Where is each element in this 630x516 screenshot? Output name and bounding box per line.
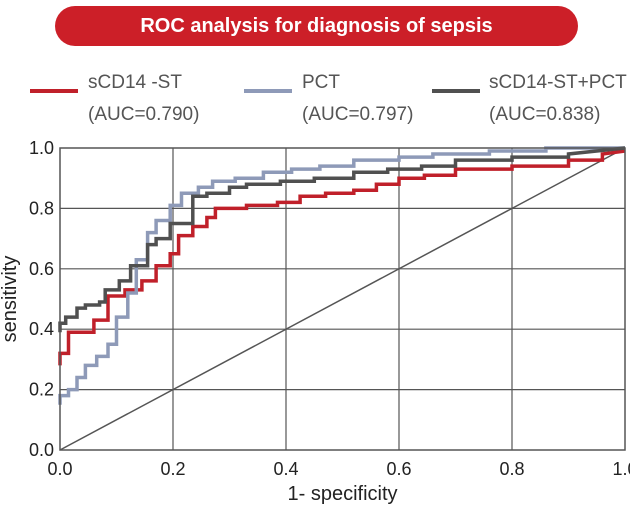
series-line-scd14-st: [58, 149, 626, 366]
y-tick-label: 1.0: [29, 138, 54, 158]
legend-auc-combined: (AUC=0.838): [489, 104, 601, 125]
y-tick-label: 0.6: [29, 259, 54, 279]
legend-swatch-combined: [432, 89, 480, 93]
series-line-pct: [58, 146, 625, 405]
legend-name-combined: sCD14-ST+PCT: [489, 72, 627, 93]
legend-name-scd14-st: sCD14 -ST: [88, 72, 182, 93]
reference-layer: [59, 147, 626, 451]
y-tick-label: 0.8: [29, 198, 54, 218]
legend-swatch-scd14-st: [30, 89, 78, 93]
grid-layer: [60, 148, 625, 450]
x-tick-label: 0.6: [386, 459, 411, 479]
y-tick-label: 0.2: [29, 380, 54, 400]
legend-auc-pct: (AUC=0.797): [302, 104, 414, 125]
x-tick-label: 0.0: [47, 459, 72, 479]
x-tick-label: 1.0: [612, 459, 630, 479]
legend-label-pct: PCT (AUC=0.797): [302, 72, 413, 126]
x-tick-label: 0.8: [499, 459, 524, 479]
plot-frame: [59, 147, 626, 451]
x-tick-label: 0.4: [273, 459, 298, 479]
chart-title: ROC analysis for diagnosis of sepsis: [140, 14, 493, 37]
reference-diagonal-line: [59, 147, 626, 451]
series-layer: [58, 146, 626, 405]
legend-name-pct: PCT: [302, 72, 340, 93]
legend-auc-scd14-st: (AUC=0.790): [88, 104, 200, 125]
x-axis-label: 1- specificity: [287, 483, 397, 505]
legend-swatch-pct: [244, 89, 292, 93]
chart-title-banner: ROC analysis for diagnosis of sepsis: [55, 6, 578, 46]
legend-label-scd14-st: sCD14 -ST (AUC=0.790): [88, 72, 199, 126]
x-tick-label: 0.2: [160, 459, 185, 479]
y-tick-label: 0.0: [29, 440, 54, 460]
tick-layer: 0.0 0.2 0.4 0.6 0.8 1.0 0.0 0.2 0.4 0.6 0.8 1.0: [29, 138, 630, 479]
y-axis-label: sensitivity: [0, 256, 21, 343]
y-tick-label: 0.4: [29, 319, 54, 339]
legend-label-combined: sCD14-ST+PCT (AUC=0.838): [489, 72, 627, 126]
series-line-combined: [58, 146, 626, 333]
